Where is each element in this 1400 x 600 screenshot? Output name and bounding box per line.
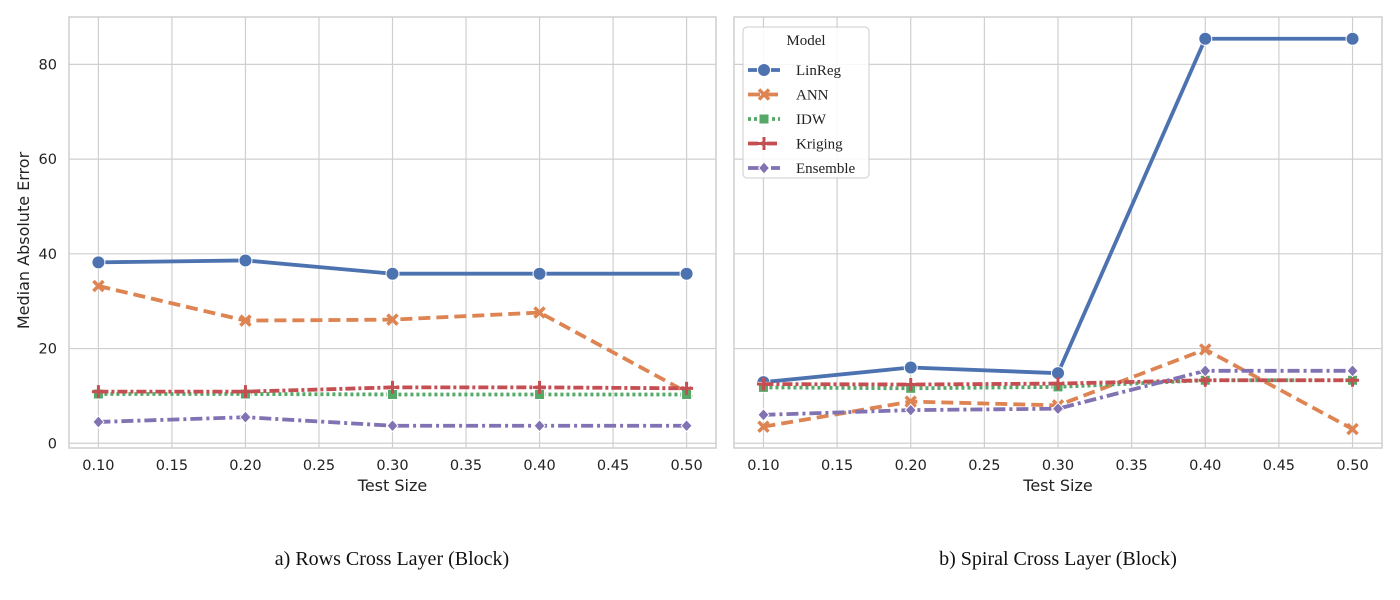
data-point — [238, 385, 252, 399]
data-point — [1345, 31, 1360, 46]
data-point — [904, 378, 918, 392]
data-point — [533, 306, 546, 319]
y-axis-label: Median Absolute Error — [14, 151, 33, 329]
legend: Model LinReg ANN IDW Kriging Ensemble — [742, 26, 870, 179]
y-tick-label: 40 — [39, 247, 57, 263]
data-point — [386, 419, 399, 433]
panel-1: 0.10 0.15 0.20 0.25 0.30 0.35 0.40 0.45 0.50 0 20 4… — [14, 16, 717, 495]
caption-right: b) Spiral Cross Layer (Block) — [939, 548, 1177, 570]
x-tick-label: 0.45 — [1263, 458, 1295, 474]
series-ensemble — [757, 364, 1359, 422]
data-point — [532, 266, 547, 281]
data-point — [1199, 343, 1212, 356]
data-point — [903, 360, 918, 375]
data-point — [533, 419, 546, 433]
x-tick-label: 0.15 — [821, 458, 853, 474]
y-tick-label: 20 — [39, 342, 57, 358]
x-tick-label: 0.10 — [747, 458, 779, 474]
y-tick-label: 80 — [39, 57, 57, 73]
plot-frame — [733, 16, 1383, 449]
caption-left: a) Rows Cross Layer (Block) — [274, 548, 510, 570]
data-point — [239, 314, 252, 327]
data-point — [238, 253, 253, 268]
grid — [69, 17, 716, 448]
data-point — [1346, 364, 1359, 378]
x-tick-label: 0.50 — [670, 458, 702, 474]
data-point — [904, 395, 917, 408]
x-tick-label: 0.15 — [156, 458, 188, 474]
legend-marker — [757, 137, 771, 150]
y-tick-label: 60 — [39, 152, 57, 168]
x-tick-label: 0.45 — [597, 458, 629, 474]
panel-2: 0.10 0.15 0.20 0.25 0.30 0.35 0.40 0.45 0.50 Test… — [733, 16, 1383, 495]
legend-marker — [757, 63, 771, 77]
data-point — [92, 279, 105, 293]
data-point — [1051, 377, 1065, 391]
x-tick-label: 0.10 — [82, 458, 114, 474]
data-point — [904, 403, 917, 417]
data-point — [1051, 401, 1065, 416]
data-point — [756, 377, 770, 391]
x-axis-label: Test Size — [357, 476, 427, 495]
x-tick-label: 0.40 — [1189, 458, 1221, 474]
data-point — [533, 380, 547, 394]
data-point — [680, 381, 694, 395]
data-point — [679, 266, 694, 281]
legend-marker — [758, 113, 770, 125]
legend-title: Model — [786, 33, 825, 49]
legend-entry: ANN — [796, 88, 829, 104]
legend-marker — [757, 161, 771, 175]
legend-entry: Kriging — [796, 137, 843, 153]
x-tick-label: 0.40 — [523, 458, 555, 474]
legend-box — [742, 26, 870, 179]
data-point — [757, 408, 770, 422]
x-tick-label: 0.20 — [895, 458, 927, 474]
data-point — [1346, 422, 1359, 436]
x-tick-label: 0.35 — [450, 458, 482, 474]
data-point — [1199, 364, 1212, 378]
x-tick-label: 0.30 — [1042, 458, 1074, 474]
x-tick-label: 0.20 — [229, 458, 261, 474]
legend-marker — [757, 88, 771, 101]
x-axis-label: Test Size — [1022, 476, 1092, 495]
legend-entry: IDW — [796, 112, 827, 128]
x-tick-label: 0.35 — [1115, 458, 1147, 474]
y-tick-label: 0 — [48, 436, 57, 452]
series-linreg — [91, 253, 694, 281]
legend-entry: LinReg — [796, 63, 841, 79]
data-point — [91, 385, 105, 399]
data-point — [92, 415, 105, 429]
data-point — [1198, 31, 1213, 46]
data-point — [239, 410, 252, 424]
series-linreg — [756, 31, 1360, 390]
x-tick-label: 0.25 — [303, 458, 335, 474]
grid — [734, 17, 1382, 448]
series-ensemble — [92, 410, 693, 433]
x-tick-label: 0.25 — [968, 458, 1000, 474]
data-point — [680, 419, 693, 433]
x-tick-label: 0.50 — [1336, 458, 1368, 474]
plot-frame — [68, 16, 717, 449]
x-tick-label: 0.30 — [376, 458, 408, 474]
data-point — [91, 255, 106, 270]
legend-entry: Ensemble — [796, 161, 855, 177]
data-point — [386, 313, 399, 326]
data-point — [385, 266, 400, 281]
series-kriging — [91, 380, 694, 399]
data-point — [757, 420, 770, 433]
data-point — [386, 380, 399, 394]
